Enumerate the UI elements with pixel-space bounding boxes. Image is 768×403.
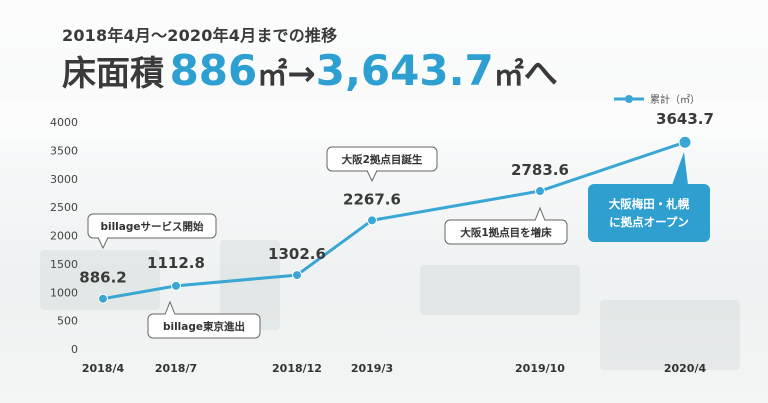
highlight-text: 大阪梅田・札幌 [609,197,690,211]
y-tick-label: 500 [57,315,78,328]
x-tick-label: 2018/7 [155,362,197,375]
callout-text: 大阪2拠点目誕生 [342,153,423,166]
subtitle: 2018年4月～2020年4月までの推移 [62,26,338,45]
annotation-service-start: billageサービス開始 [87,213,217,250]
x-tick-label: 2018/12 [272,362,322,375]
data-point [292,270,302,281]
data-label: 886.2 [79,269,126,287]
callout-text: billageサービス開始 [100,220,204,233]
arrow-glyph: → [287,54,316,94]
annotation-osaka-expansion: 大阪1拠点目を増床 [444,206,568,245]
y-tick-label: 1500 [50,258,78,271]
from-unit: ㎡ [257,58,288,93]
callout-box [444,219,568,245]
data-label: 1112.8 [147,254,205,272]
highlight-text: に拠点オープン [609,215,689,229]
background-table [600,300,740,370]
x-tick-label: 2019/3 [351,362,393,375]
headline-label: 床面積 [62,54,164,94]
data-label: 3643.7 [656,110,714,128]
callout-text: 大阪1拠点目を増床 [460,226,552,239]
y-tick-label: 1000 [50,286,78,299]
x-tick-label: 2020/4 [664,362,707,375]
callout-tail [97,237,109,250]
x-tick-label: 2019/10 [515,362,565,375]
to-value: 3,643.7 [315,46,494,95]
callout-box [87,213,217,239]
y-tick-label: 2000 [50,230,78,243]
data-label: 1302.6 [268,245,326,263]
highlight-box [588,184,710,242]
callout-box [326,146,438,172]
highlight-tail [672,152,688,185]
y-tick-label: 2500 [50,201,78,214]
series-line [102,140,686,301]
callout-tail [366,170,378,183]
y-tick-label: 4000 [50,116,78,129]
from-value: 886 [169,46,258,95]
data-point [678,135,692,149]
callout-tail [534,206,546,221]
x-tick-label: 2018/4 [82,362,125,375]
legend-marker [625,95,633,103]
callout-tail [164,300,176,315]
y-tick-label: 3500 [50,144,78,157]
annotation-tokyo: billage東京進出 [147,300,261,339]
background-table [420,265,580,315]
y-tick-label: 3000 [50,173,78,186]
data-label: 2783.6 [511,161,569,179]
callout-box [147,313,261,339]
y-tick-label: 0 [71,343,78,356]
annotation-osaka-second: 大阪2拠点目誕生 [326,146,438,183]
data-point [98,293,108,304]
to-unit: ㎡ [493,58,524,93]
headline-suffix: へ [523,54,558,94]
background-band [0,100,768,140]
callout-text: billage東京進出 [163,320,245,333]
legend-label: 累計（㎡） [650,93,700,106]
data-point [535,186,545,197]
data-point [171,280,181,291]
data-label: 2267.6 [343,190,401,208]
data-point [367,215,377,226]
headline: 床面積 886㎡→3,643.7㎡へ [62,46,558,95]
